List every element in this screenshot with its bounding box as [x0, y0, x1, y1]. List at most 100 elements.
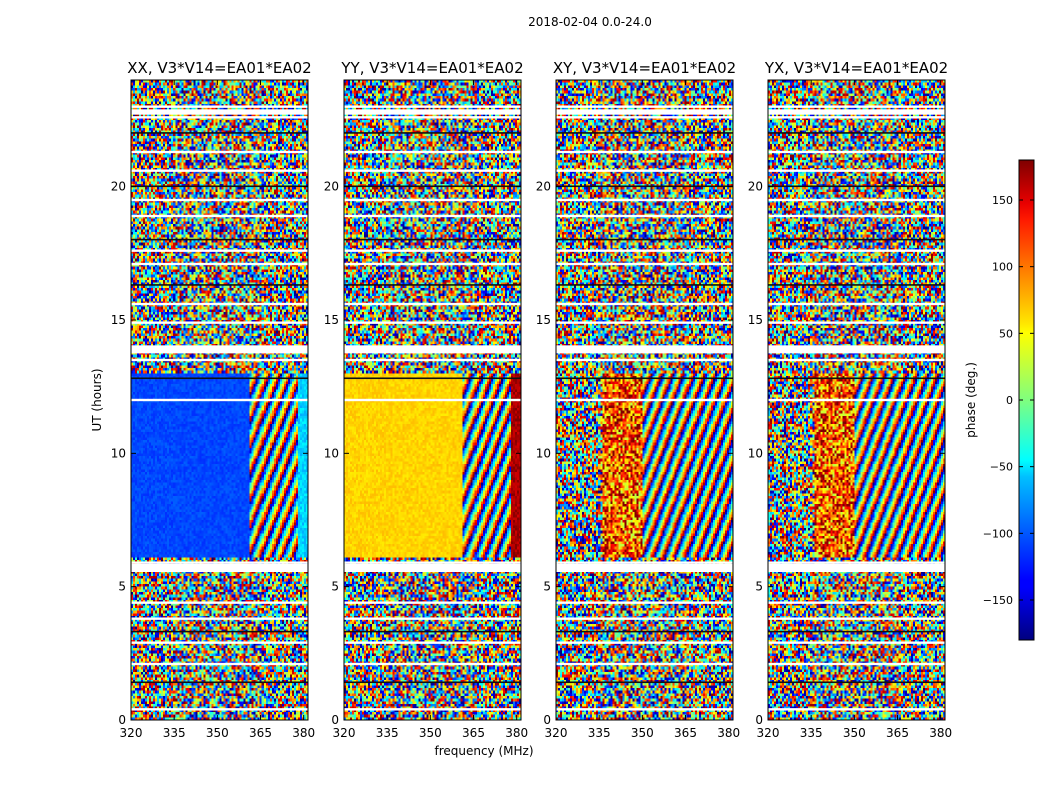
flagged-row: [131, 214, 308, 218]
flagged-row: [768, 185, 945, 188]
flagged-row: [131, 150, 308, 154]
flagged-row: [131, 169, 308, 172]
panel-1: XX, V3*V14=EA01*EA02 320 335 350 365 380 0 5 10 1…: [111, 59, 315, 740]
x-tick-label: 365: [886, 726, 909, 740]
colorbar-tick-label: −50: [990, 461, 1013, 474]
y-tick-label: 20: [111, 180, 126, 194]
y-tick-label: 0: [543, 713, 551, 727]
flagged-row: [768, 601, 945, 604]
flagged-gap: [768, 564, 945, 572]
x-tick-label: 380: [929, 726, 952, 740]
flagged-row: [131, 561, 308, 564]
flagged-row: [768, 377, 945, 380]
flagged-gap: [131, 564, 308, 572]
flagged-row: [344, 169, 521, 172]
x-tick-label: 380: [717, 726, 740, 740]
flagged-row: [768, 105, 945, 108]
flagged-row: [768, 398, 945, 402]
x-tick-label: 320: [545, 726, 568, 740]
flagged-row: [344, 398, 521, 402]
flagged-row: [131, 708, 308, 711]
flagged-row: [131, 116, 308, 119]
x-tick-label: 320: [120, 726, 143, 740]
flagged-row: [556, 185, 733, 188]
flagged-row: [556, 662, 733, 666]
flagged-row: [344, 185, 521, 188]
flagged-row: [768, 132, 945, 134]
flagged-row: [556, 105, 733, 108]
flagged-row: [344, 641, 521, 644]
flagged-row: [556, 561, 733, 564]
y-tick-label: 20: [748, 180, 763, 194]
flagged-row: [131, 321, 308, 324]
x-tick-label: 335: [163, 726, 186, 740]
flagged-row: [556, 150, 733, 154]
flagged-row: [344, 238, 521, 241]
flagged-row: [131, 302, 308, 306]
flagged-row: [556, 630, 733, 633]
colorbar-tick-label: 150: [992, 194, 1013, 207]
colorbar-tick-label: 50: [999, 327, 1013, 340]
flagged-row: [344, 617, 521, 620]
flagged-row: [556, 377, 733, 380]
flagged-row: [556, 249, 733, 252]
flagged-row: [131, 284, 308, 286]
flagged-row: [768, 681, 945, 684]
flagged-row: [131, 185, 308, 188]
suptitle: 2018-02-04 0.0-24.0: [528, 15, 652, 29]
flagged-row: [556, 132, 733, 134]
flagged-row: [131, 358, 308, 362]
y-tick-label: 10: [324, 446, 339, 460]
flagged-gap: [344, 109, 521, 115]
flagged-row: [344, 150, 521, 154]
x-tick-label: 365: [674, 726, 697, 740]
x-tick-label: 335: [588, 726, 611, 740]
y-tick-label: 5: [118, 580, 126, 594]
flagged-row: [344, 561, 521, 564]
panel-title: YY, V3*V14=EA01*EA02: [340, 59, 523, 77]
y-axis-label: UT (hours): [90, 368, 104, 431]
x-tick-label: 350: [419, 726, 442, 740]
x-tick-label: 320: [757, 726, 780, 740]
flagged-row: [131, 601, 308, 604]
flagged-row: [768, 249, 945, 252]
flagged-row: [344, 601, 521, 604]
flagged-row: [344, 198, 521, 202]
panel-title: YX, V3*V14=EA01*EA02: [764, 59, 948, 77]
flagged-row: [556, 708, 733, 711]
panel-frame: [343, 79, 522, 721]
colorbar-label: phase (deg.): [964, 362, 978, 438]
flagged-row: [344, 214, 521, 218]
flagged-row: [768, 214, 945, 218]
flagged-row: [131, 198, 308, 202]
x-tick-label: 380: [505, 726, 528, 740]
flagged-row: [131, 662, 308, 666]
flagged-row: [556, 641, 733, 644]
colorbar-tick-label: 100: [992, 261, 1013, 274]
flagged-row: [131, 630, 308, 633]
flagged-row: [768, 169, 945, 172]
colorbar: −150 −100 −50 0 50 100 150: [983, 159, 1035, 641]
flagged-row: [556, 262, 733, 266]
flagged-row: [131, 238, 308, 241]
flagged-row: [768, 150, 945, 154]
flagged-row: [344, 630, 521, 633]
x-tick-label: 365: [249, 726, 272, 740]
flagged-row: [131, 105, 308, 108]
flagged-gap: [344, 345, 521, 354]
flagged-row: [344, 681, 521, 684]
flagged-gap: [556, 109, 733, 115]
flagged-row: [768, 198, 945, 202]
y-tick-label: 15: [111, 313, 126, 327]
flagged-row: [556, 169, 733, 172]
flagged-row: [344, 321, 521, 324]
y-tick-label: 10: [536, 446, 551, 460]
y-tick-label: 0: [118, 713, 126, 727]
flagged-row: [344, 708, 521, 711]
flagged-row: [344, 284, 521, 286]
x-tick-label: 320: [333, 726, 356, 740]
flagged-gap: [344, 564, 521, 572]
panel-frame: [130, 79, 309, 721]
flagged-row: [556, 681, 733, 684]
